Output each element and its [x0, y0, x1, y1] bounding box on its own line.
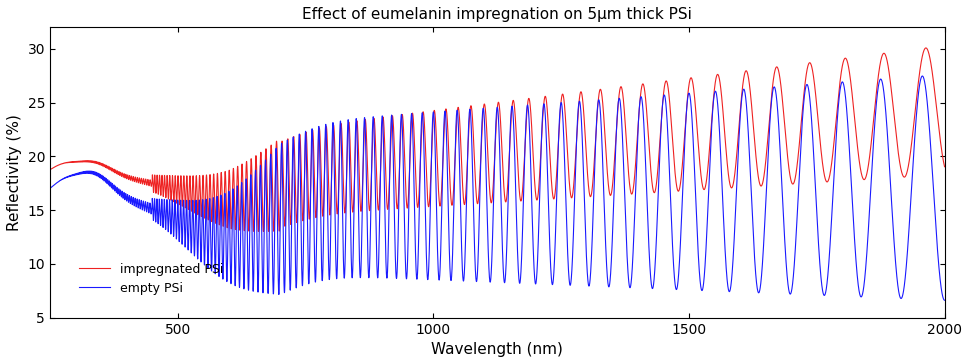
impregnated PSi [937, 155, 949, 159]
impregnated PSi [926, 71, 938, 76]
empty PSi [447, 262, 458, 267]
Legend: impregnated PSi, empty PSi: impregnated PSi, empty PSi [74, 257, 229, 300]
impregnated PSi [45, 167, 56, 172]
X-axis label: Wavelength (nm): Wavelength (nm) [431, 342, 563, 357]
impregnated PSi [921, 46, 932, 50]
empty PSi [939, 298, 951, 302]
impregnated PSi [258, 229, 269, 234]
empty PSi [45, 186, 56, 191]
empty PSi [822, 278, 833, 283]
Line: empty PSi: empty PSi [50, 76, 945, 300]
empty PSi [937, 294, 949, 298]
Y-axis label: Reflectivity (%): Reflectivity (%) [7, 114, 22, 231]
empty PSi [926, 170, 938, 174]
impregnated PSi [939, 165, 951, 169]
Line: impregnated PSi: impregnated PSi [50, 48, 945, 232]
impregnated PSi [615, 84, 627, 89]
empty PSi [846, 197, 858, 201]
impregnated PSi [822, 180, 833, 184]
Title: Effect of eumelanin impregnation on 5μm thick PSi: Effect of eumelanin impregnation on 5μm … [302, 7, 692, 22]
impregnated PSi [447, 202, 458, 207]
empty PSi [917, 74, 928, 78]
impregnated PSi [846, 93, 858, 97]
empty PSi [615, 107, 627, 111]
